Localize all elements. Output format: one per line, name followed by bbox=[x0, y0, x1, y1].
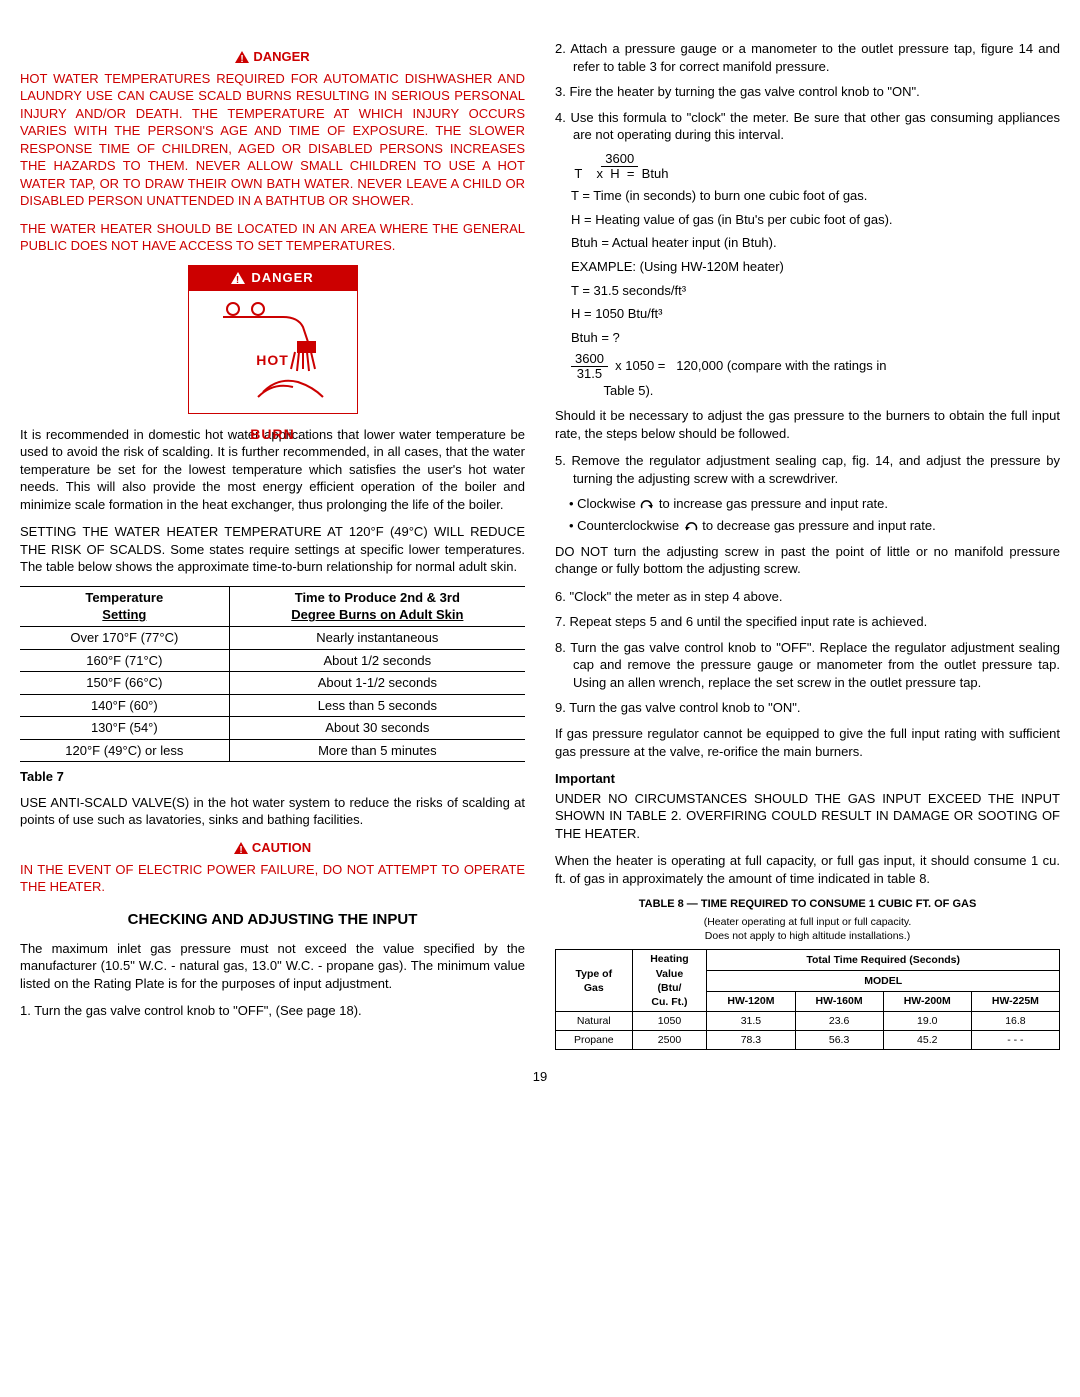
step-6: 6. "Clock" the meter as in step 4 above. bbox=[555, 588, 1060, 606]
model-header: MODEL bbox=[707, 971, 1060, 992]
anti-scald-paragraph: USE ANTI-SCALD VALVE(S) in the hot water… bbox=[20, 794, 525, 829]
table-row: 130°F (54°)About 30 seconds bbox=[20, 717, 525, 740]
step-9: 9. Turn the gas valve control knob to "O… bbox=[555, 699, 1060, 717]
danger-heading: !DANGER bbox=[20, 48, 525, 66]
formula-block: 3600 T x H = Btuh T = Time (in seconds) … bbox=[571, 152, 1060, 400]
counterclockwise-bullet: Counterclockwise to decrease gas pressur… bbox=[583, 517, 1060, 535]
left-column: !DANGER HOT WATER TEMPERATURES REQUIRED … bbox=[20, 40, 525, 1050]
table-7-caption: Table 7 bbox=[20, 768, 525, 786]
page-number: 19 bbox=[20, 1068, 1060, 1086]
important-label: Important bbox=[555, 770, 1060, 788]
step-1: 1. Turn the gas valve control knob to "O… bbox=[20, 1002, 525, 1020]
table-row: 150°F (66°C)About 1-1/2 seconds bbox=[20, 672, 525, 695]
danger-illustration-box: ! DANGER HOT BURN bbox=[188, 265, 358, 414]
danger-paragraph-1: HOT WATER TEMPERATURES REQUIRED FOR AUTO… bbox=[20, 70, 525, 210]
caution-text: IN THE EVENT OF ELECTRIC POWER FAILURE, … bbox=[20, 861, 525, 896]
model-header-cell: HW-225M bbox=[971, 991, 1059, 1012]
counterclockwise-icon bbox=[683, 520, 699, 534]
table-8-note: (Heater operating at full input or full … bbox=[555, 916, 1060, 943]
clockwise-bullet: Clockwise to increase gas pressure and i… bbox=[583, 495, 1060, 513]
setting-paragraph: SETTING THE WATER HEATER TEMPERATURE AT … bbox=[20, 523, 525, 576]
svg-text:!: ! bbox=[236, 275, 240, 284]
caution-heading: !CAUTION bbox=[20, 839, 525, 857]
heating-value-header: HeatingValue(Btu/Cu. Ft.) bbox=[632, 950, 707, 1012]
table-row: 120°F (49°C) or lessMore than 5 minutes bbox=[20, 739, 525, 762]
model-header-cell: HW-120M bbox=[707, 991, 795, 1012]
step-3: 3. Fire the heater by turning the gas va… bbox=[555, 83, 1060, 101]
burn-label: BURN bbox=[195, 425, 351, 444]
table-row: Propane250078.356.345.2- - - bbox=[556, 1031, 1060, 1050]
gas-type-header: Type ofGas bbox=[556, 950, 633, 1012]
step-5: 5. Remove the regulator adjustment seali… bbox=[555, 452, 1060, 487]
danger-box-header: ! DANGER bbox=[188, 265, 358, 291]
important-text: UNDER NO CIRCUMSTANCES SHOULD THE GAS IN… bbox=[555, 790, 1060, 843]
step-8: 8. Turn the gas valve control knob to "O… bbox=[555, 639, 1060, 692]
table-row: Over 170°F (77°C)Nearly instantaneous bbox=[20, 627, 525, 650]
warning-triangle-icon: ! bbox=[234, 842, 248, 854]
table-row: 140°F (60°)Less than 5 seconds bbox=[20, 694, 525, 717]
warning-triangle-icon: ! bbox=[231, 272, 245, 284]
table-row: 160°F (71°C)About 1/2 seconds bbox=[20, 649, 525, 672]
do-not-paragraph: DO NOT turn the adjusting screw in past … bbox=[555, 543, 1060, 578]
when-operating-paragraph: When the heater is operating at full cap… bbox=[555, 852, 1060, 887]
table-8-title: TABLE 8 — TIME REQUIRED TO CONSUME 1 CUB… bbox=[555, 897, 1060, 912]
adjustment-bullets: Clockwise to increase gas pressure and i… bbox=[555, 495, 1060, 534]
clockwise-icon bbox=[639, 498, 655, 512]
warning-triangle-icon: ! bbox=[235, 51, 249, 63]
step-2: 2. Attach a pressure gauge or a manomete… bbox=[555, 40, 1060, 75]
total-time-header: Total Time Required (Seconds) bbox=[707, 950, 1060, 971]
model-header-cell: HW-160M bbox=[795, 991, 883, 1012]
hot-label: HOT bbox=[195, 351, 351, 370]
model-header-cell: HW-200M bbox=[883, 991, 971, 1012]
step-7: 7. Repeat steps 5 and 6 until the specif… bbox=[555, 613, 1060, 631]
svg-text:!: ! bbox=[241, 54, 244, 63]
burn-table-col2-header: Time to Produce 2nd & 3rdDegree Burns on… bbox=[229, 586, 525, 626]
should-adjust-paragraph: Should it be necessary to adjust the gas… bbox=[555, 407, 1060, 442]
section-title: CHECKING AND ADJUSTING THE INPUT bbox=[20, 910, 525, 930]
gas-consumption-table: Type ofGas HeatingValue(Btu/Cu. Ft.) Tot… bbox=[555, 949, 1060, 1050]
burn-time-table: TemperatureSetting Time to Produce 2nd &… bbox=[20, 586, 525, 762]
step-4: 4. Use this formula to "clock" the meter… bbox=[555, 109, 1060, 144]
svg-text:!: ! bbox=[239, 845, 242, 854]
right-column: 2. Attach a pressure gauge or a manomete… bbox=[555, 40, 1060, 1050]
danger-box-body: HOT BURN bbox=[188, 291, 358, 414]
max-inlet-paragraph: The maximum inlet gas pressure must not … bbox=[20, 940, 525, 993]
table-row: Natural105031.523.619.016.8 bbox=[556, 1012, 1060, 1031]
burn-table-col1-header: TemperatureSetting bbox=[20, 586, 229, 626]
reorifice-paragraph: If gas pressure regulator cannot be equi… bbox=[555, 725, 1060, 760]
danger-paragraph-2: THE WATER HEATER SHOULD BE LOCATED IN AN… bbox=[20, 220, 525, 255]
